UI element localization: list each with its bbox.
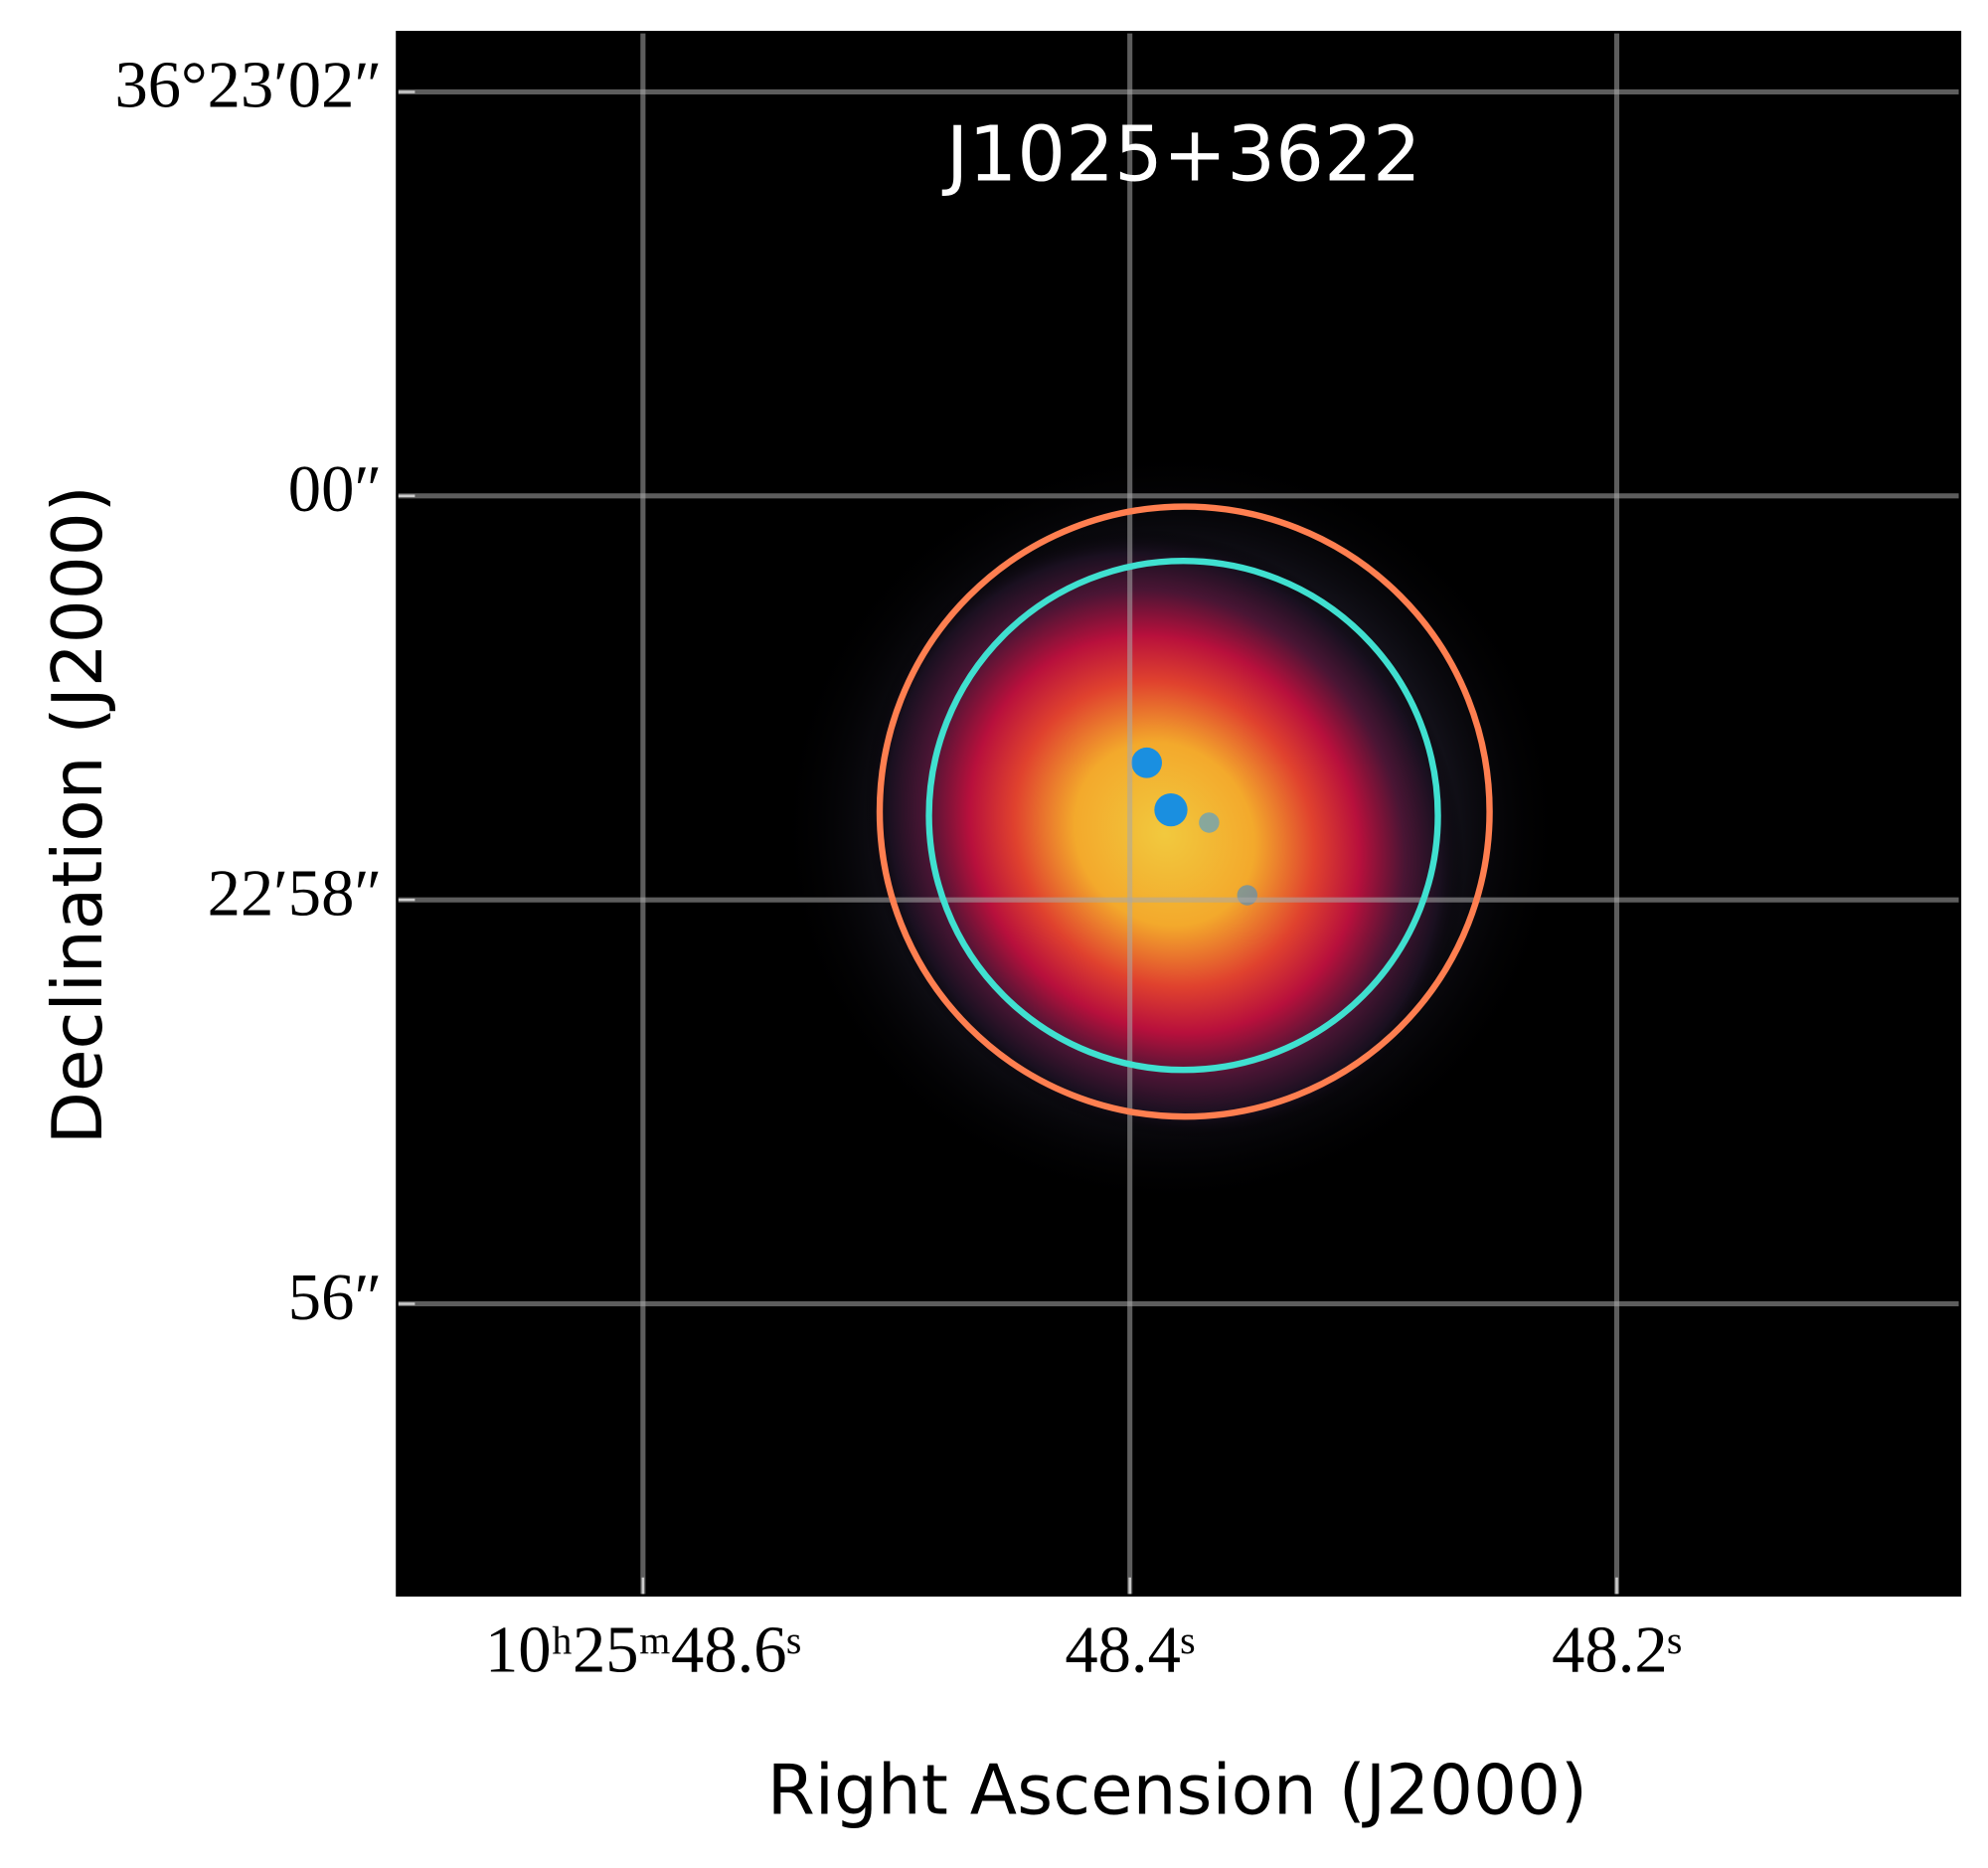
- y-tick-label: 56″: [288, 1262, 382, 1334]
- clump: [1131, 747, 1163, 778]
- aperture: [925, 558, 1441, 1074]
- y-tick-label: 00″: [288, 453, 382, 526]
- x-tick-label: 48.4ˢ: [1065, 1613, 1195, 1686]
- x-tick-label: 48.2ˢ: [1552, 1613, 1682, 1686]
- y-tick-label: 36°23′02″: [114, 50, 382, 122]
- clump: [1154, 793, 1188, 827]
- clump: [1199, 812, 1220, 833]
- galaxy-body: [864, 528, 1465, 1140]
- y-tick-label: 22′58″: [208, 857, 382, 930]
- plot-frame: [396, 31, 1962, 1597]
- x-axis-label: Right Ascension (J2000): [767, 1752, 1587, 1831]
- chart-title: J1025+3622: [942, 110, 1421, 199]
- aperture: [876, 503, 1493, 1120]
- x-tick-label: 10ʰ25ᵐ48.6ˢ: [485, 1613, 801, 1686]
- y-axis-label: Declination (J2000): [39, 485, 118, 1144]
